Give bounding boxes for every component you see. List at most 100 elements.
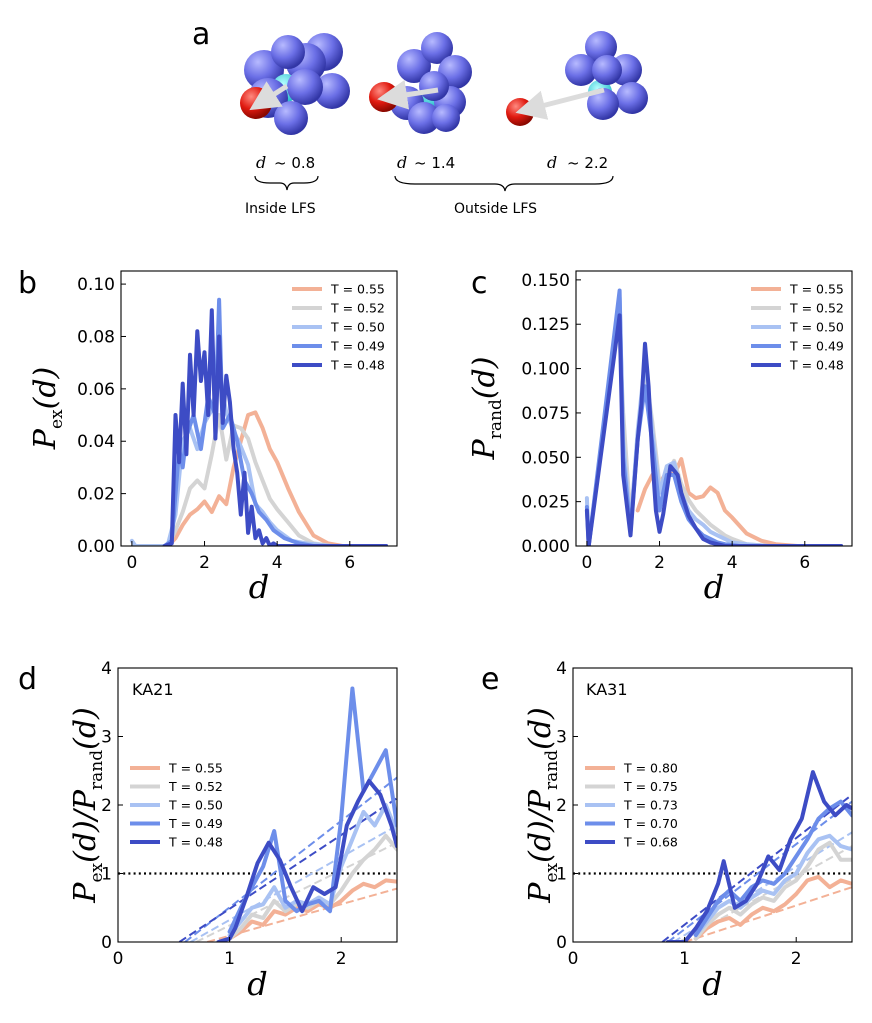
y-axis-label: Pex(d)/Prand(d) [68,707,107,903]
x-tick-label: 4 [727,553,738,573]
fit-line-3 [190,824,397,942]
x-tick-label: 4 [272,553,283,573]
series-line-3 [129,373,389,546]
legend-label-5: T = 0.48 [168,835,223,850]
y-tick-label: 0.125 [521,315,570,335]
cluster-sphere [587,88,619,120]
cluster-inside [240,33,350,135]
x-tick-label: 0 [113,949,124,969]
cluster-sphere [592,55,622,85]
y-tick-label: 0.00 [77,537,115,557]
x-axis-label: d [704,568,724,606]
y-tick-label: 0.025 [521,493,570,513]
x-tick-label: 1 [224,949,235,969]
y-tick-label: 4 [101,659,112,679]
legend-label-2: T = 0.52 [789,301,844,316]
cluster-3-d-symbol: d [547,153,557,172]
series-line-5 [162,308,389,546]
y-tick-label: 3 [556,728,567,748]
dataset-annotation: KA31 [586,680,628,699]
x-tick-label: 0 [126,553,137,573]
cluster-1-d-value: ~ 0.8 [274,154,315,172]
fit-line-5 [661,793,852,942]
cluster-sphere [432,104,460,132]
legend-label-1: T = 0.55 [330,282,385,297]
distance-arrow [377,79,439,110]
legend-label-5: T = 0.48 [789,358,844,373]
outside-lfs-label: Outside LFS [454,201,537,217]
cluster-1-d-symbol: d [256,153,266,172]
inside-lfs-label: Inside LFS [245,201,316,217]
fit-line-4 [184,776,397,942]
x-axis-label: d [702,965,722,1003]
y-tick-label: 0.150 [521,271,570,291]
legend-label-2: T = 0.52 [168,779,223,794]
panel-label-a: a [192,17,210,52]
cluster-2-d-symbol: d [397,153,407,172]
cluster-sphere [419,71,449,101]
x-tick-label: 2 [199,553,210,573]
legend-label-3: T = 0.50 [330,320,385,335]
y-tick-label: 0.06 [77,380,115,400]
x-tick-label: 0 [568,949,579,969]
y-tick-label: 0.08 [77,327,115,347]
series-line-5 [665,770,852,942]
x-tick-label: 1 [679,949,690,969]
plot-frame [575,270,853,547]
distance-arrow [515,87,605,120]
fit-line-1 [207,887,397,942]
series-line-5 [584,313,844,546]
legend-label-4: T = 0.70 [623,816,678,831]
cluster-outside-near [369,32,472,134]
legend-label-3: T = 0.73 [623,798,678,813]
series-line-5 [216,779,397,942]
legend-label-3: T = 0.50 [789,320,844,335]
y-tick-label: 1 [101,865,112,885]
legend-label-2: T = 0.75 [623,779,678,794]
y-tick-label: 0.10 [77,275,115,295]
panel-label-c: c [471,266,488,301]
legend-label-4: T = 0.49 [789,339,844,354]
x-tick-label: 2 [336,949,347,969]
y-tick-label: 2 [101,796,112,816]
y-tick-label: 0 [101,933,112,953]
x-axis-label: d [247,965,267,1003]
series-line-4 [693,799,852,938]
y-axis-label: Pex(d) [28,367,67,450]
legend-label-5: T = 0.68 [623,835,678,850]
y-axis-label: Pex(d)/Prand(d) [523,707,562,903]
chart-panel-c: 0 2 4 6 0.000 0.025 0.050 0.075 0.100 0.125 0.150 d… [467,270,853,606]
cluster-sphere [271,35,305,69]
legend-label-2: T = 0.52 [330,301,385,316]
legend-label-3: T = 0.50 [168,798,223,813]
series-line-1 [162,410,389,546]
dataset-annotation: KA21 [132,680,174,699]
cluster-sphere [314,73,350,109]
y-tick-label: 1 [556,865,567,885]
legend-label-1: T = 0.80 [623,761,678,776]
x-tick-label: 2 [654,553,665,573]
y-tick-label: 0 [556,933,567,953]
panel-label-e: e [481,662,499,697]
x-tick-label: 6 [344,553,355,573]
fit-line-3 [672,831,852,942]
series-line-1 [693,874,852,941]
y-axis-label: Prand(d) [467,357,506,461]
y-tick-label: 0.000 [521,537,570,557]
cluster-sphere [616,82,648,114]
outside-brace [394,175,614,192]
cluster-outside-far [506,31,648,126]
legend-label-4: T = 0.49 [330,339,385,354]
legend-label-5: T = 0.48 [330,358,385,373]
cluster-sphere [274,101,308,135]
cluster-sphere [397,49,431,83]
x-tick-label: 6 [799,553,810,573]
x-tick-label: 0 [581,553,592,573]
chart-panel-b: 0 2 4 6 0.00 0.02 0.04 0.06 0.08 0.10 d Pex(d) T = 0… [28,270,398,606]
y-tick-label: 0.02 [77,485,115,505]
legend-label-1: T = 0.55 [168,761,223,776]
cluster-sphere [565,54,597,86]
cluster-sphere [408,102,440,134]
red-particle [240,87,272,119]
